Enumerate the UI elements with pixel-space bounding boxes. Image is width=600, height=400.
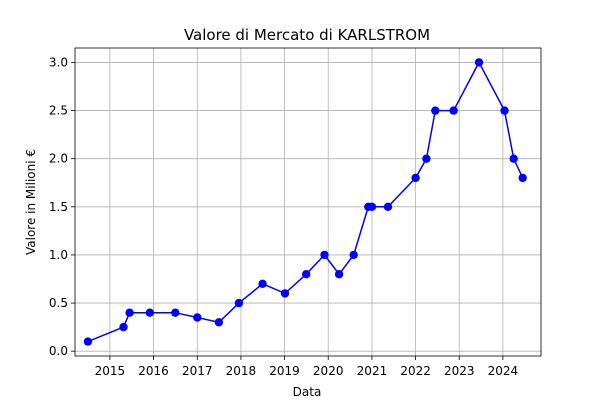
series-points bbox=[83, 58, 527, 346]
series-line bbox=[87, 60, 524, 343]
y-tick-label: 2.5 bbox=[49, 104, 68, 118]
data-point bbox=[518, 173, 527, 183]
x-tick-label: 2015 bbox=[95, 364, 126, 378]
data-point bbox=[214, 318, 224, 327]
y-axis: 0.0 0.5 1.0 1.5 2.0 2.5 3.0 bbox=[49, 55, 75, 358]
data-point bbox=[258, 279, 267, 288]
y-tick-label: 0.5 bbox=[49, 296, 68, 310]
data-point bbox=[320, 250, 329, 260]
data-point bbox=[280, 289, 290, 298]
y-tick-label: 0.0 bbox=[49, 344, 68, 358]
data-point bbox=[83, 337, 93, 346]
y-tick-label: 1.0 bbox=[49, 248, 68, 262]
plot-frame bbox=[74, 47, 542, 357]
x-axis: 2015 2016 2017 2018 2019 2020 2021 2022 2023 2024 bbox=[95, 356, 519, 378]
data-point bbox=[234, 298, 244, 308]
y-tick-label: 3.0 bbox=[49, 55, 68, 69]
x-tick-label: 2019 bbox=[269, 364, 300, 378]
data-point bbox=[422, 154, 431, 163]
data-point bbox=[171, 308, 180, 317]
data-point bbox=[145, 308, 154, 317]
y-axis-label: Valore in Milioni € bbox=[24, 149, 38, 255]
y-tick-label: 1.5 bbox=[49, 200, 68, 214]
y-tick-label: 2.0 bbox=[49, 152, 68, 166]
x-tick-label: 2016 bbox=[138, 364, 169, 378]
data-point bbox=[474, 58, 484, 67]
chart-title: Valore di Mercato di KARLSTROM bbox=[184, 26, 430, 44]
x-axis-label: Data bbox=[293, 385, 322, 399]
x-tick-label: 2021 bbox=[357, 364, 388, 378]
data-point bbox=[125, 308, 134, 317]
data-point bbox=[193, 313, 202, 322]
data-point bbox=[302, 270, 311, 279]
data-point bbox=[367, 202, 377, 211]
x-tick-label: 2020 bbox=[313, 364, 344, 378]
x-tick-label: 2018 bbox=[226, 364, 257, 378]
data-point bbox=[509, 154, 518, 163]
data-point bbox=[411, 173, 420, 183]
data-point bbox=[334, 270, 344, 279]
x-tick-label: 2024 bbox=[488, 364, 519, 378]
data-point bbox=[431, 106, 440, 115]
data-point bbox=[349, 250, 358, 260]
data-point bbox=[119, 322, 128, 332]
x-tick-label: 2023 bbox=[444, 364, 475, 378]
x-tick-label: 2017 bbox=[182, 364, 213, 378]
grid bbox=[75, 48, 541, 356]
data-point bbox=[500, 106, 509, 115]
x-tick-label: 2022 bbox=[400, 364, 431, 378]
data-point bbox=[449, 106, 458, 115]
data-point bbox=[383, 202, 393, 211]
